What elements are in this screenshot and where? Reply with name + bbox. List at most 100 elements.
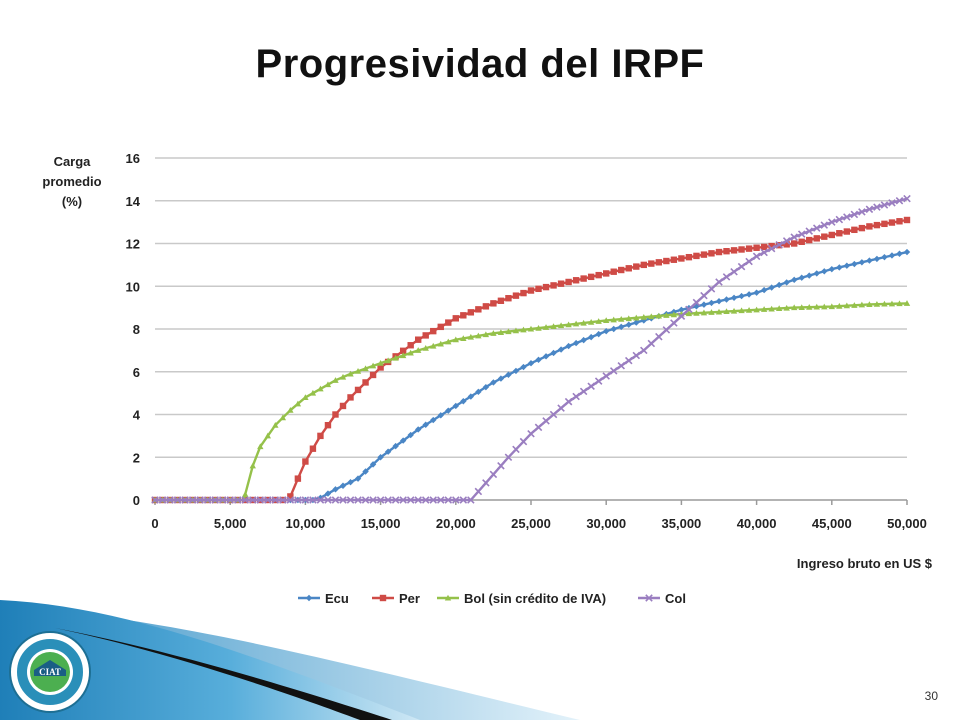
series-point	[633, 314, 640, 321]
series-point	[768, 284, 775, 291]
series-point	[806, 303, 813, 310]
series-point	[452, 336, 459, 343]
series-point	[896, 218, 903, 225]
series-point	[745, 245, 753, 252]
series-point	[557, 404, 565, 412]
series-point	[482, 383, 490, 391]
series-point	[828, 265, 835, 273]
x-tick-label: 15,000	[361, 516, 401, 531]
series-point	[670, 311, 678, 318]
y-tick-label: 14	[126, 194, 141, 209]
series-point	[430, 416, 437, 424]
series-point	[851, 260, 858, 268]
series-point	[670, 256, 678, 263]
legend-item: Per	[372, 591, 420, 606]
series-point	[339, 373, 347, 380]
x-tick-label: 45,000	[812, 516, 852, 531]
logo-text: CIAT	[39, 667, 61, 677]
series-point	[520, 289, 527, 297]
series-bol	[151, 300, 911, 503]
series-point	[421, 496, 430, 504]
series-point	[399, 352, 407, 359]
series-point	[415, 426, 422, 433]
series-point	[595, 271, 602, 279]
series-point	[279, 414, 287, 421]
y-tick-label: 2	[133, 450, 140, 465]
series-point	[603, 327, 610, 335]
series-point	[369, 371, 377, 379]
series-point	[587, 333, 595, 341]
series-point	[806, 236, 813, 244]
series-point	[715, 308, 723, 315]
series-point	[594, 377, 603, 385]
series-point	[332, 377, 339, 383]
series-point	[490, 330, 497, 336]
series-point	[896, 250, 903, 257]
series-point	[384, 448, 392, 455]
series-point	[693, 309, 700, 316]
series-point	[828, 218, 836, 226]
y-tick-label: 0	[133, 493, 140, 508]
series-point	[640, 314, 647, 320]
series-point	[452, 496, 460, 504]
series-point	[505, 328, 512, 335]
series-point	[181, 496, 189, 504]
series-point	[821, 268, 828, 275]
series-point	[527, 429, 535, 438]
series-point	[557, 322, 565, 329]
series-point	[903, 216, 911, 224]
series-point	[587, 382, 595, 391]
series-point	[415, 347, 422, 353]
y-axis-title-line: Carga	[54, 154, 92, 169]
series-point	[436, 496, 445, 504]
series-point	[188, 496, 197, 504]
series-point	[752, 252, 761, 261]
series-point	[851, 226, 858, 234]
series-point	[572, 392, 580, 401]
series-point	[835, 215, 844, 224]
series-point	[520, 363, 527, 371]
y-axis-title-line: (%)	[62, 194, 82, 209]
series-point	[369, 461, 377, 468]
series-point	[535, 324, 542, 331]
legend-label: Col	[665, 591, 686, 606]
series-point	[301, 496, 310, 504]
series-point	[873, 203, 881, 211]
series-point	[663, 257, 670, 265]
series-point	[158, 496, 167, 504]
series-point	[730, 307, 738, 314]
series-point	[512, 327, 520, 334]
ciat-logo: CIAT	[9, 631, 91, 713]
series-point	[797, 230, 806, 238]
series-point	[722, 273, 731, 281]
series-point	[843, 228, 851, 235]
series-point	[347, 394, 354, 401]
series-point	[708, 309, 715, 315]
series-point	[609, 367, 618, 375]
series-point	[625, 321, 632, 328]
series-point	[723, 247, 730, 255]
series-point	[324, 381, 332, 388]
series-point	[775, 241, 783, 249]
series-point	[858, 208, 866, 216]
series-point	[354, 386, 362, 394]
series-point	[505, 371, 512, 378]
x-tick-label: 50,000	[887, 516, 927, 531]
series-point	[821, 233, 828, 240]
series-per	[151, 216, 911, 504]
series-point	[782, 237, 791, 245]
series-point	[715, 248, 723, 256]
series-point	[866, 301, 873, 307]
slide-title: Progresividad del IRPF	[255, 42, 705, 86]
series-point	[633, 319, 640, 326]
series-point	[460, 398, 467, 405]
series-point	[452, 315, 459, 322]
series-point	[783, 279, 790, 286]
series-point	[881, 220, 888, 228]
series-point	[504, 453, 513, 462]
series-point	[903, 194, 911, 203]
series-point	[399, 496, 407, 504]
legend-label: Ecu	[325, 591, 349, 606]
series-point	[806, 272, 813, 279]
series-point	[362, 468, 369, 475]
